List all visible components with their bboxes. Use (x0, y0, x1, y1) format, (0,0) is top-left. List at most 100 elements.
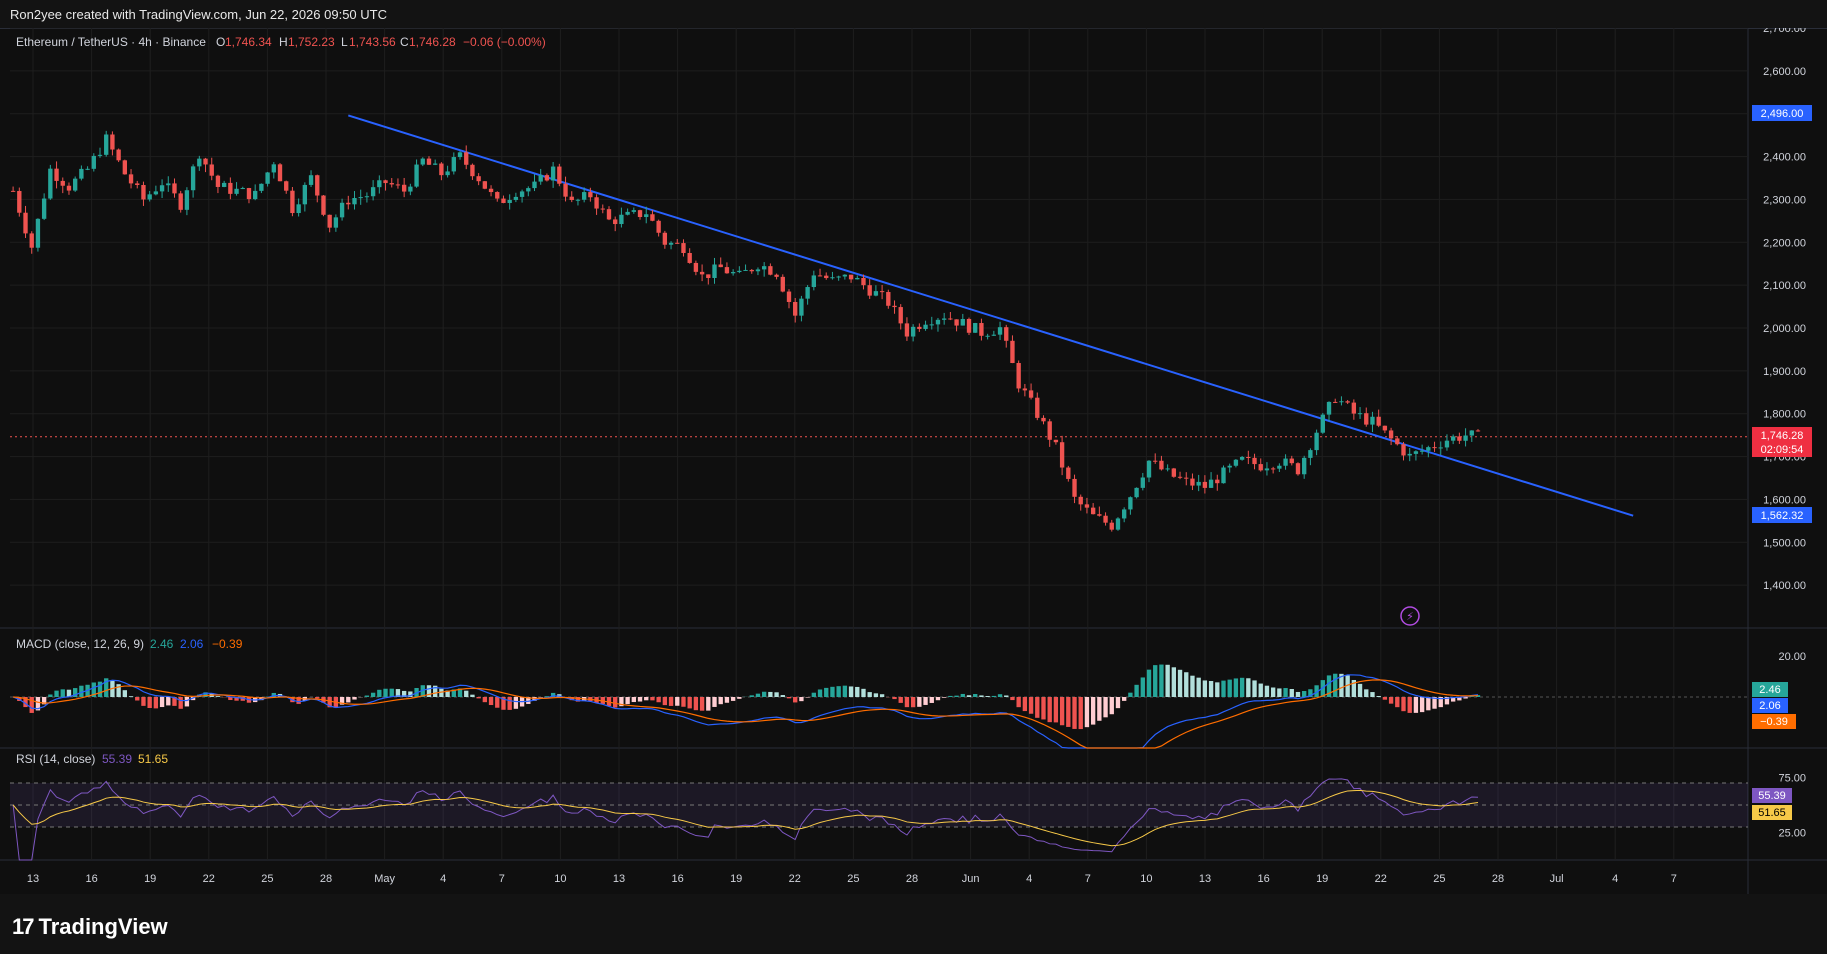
candle (321, 195, 326, 215)
macd-hist-bar (1221, 680, 1226, 697)
macd-hist-bar (327, 697, 332, 708)
candle (668, 242, 674, 245)
candles (10, 130, 1481, 532)
candle (830, 277, 835, 279)
candle (1128, 497, 1133, 510)
candle (1277, 465, 1282, 469)
macd-hist-bar (389, 688, 394, 697)
macd-hist-bar (153, 697, 159, 709)
macd-hist-bar (1078, 697, 1083, 730)
macd-hist-bar (526, 697, 531, 704)
candle (1326, 401, 1332, 415)
time-tick-label: 13 (613, 873, 625, 885)
candle (693, 262, 699, 272)
macd-hist-bar (296, 697, 301, 704)
candle (997, 327, 1003, 335)
badge-current-text: 1,746.28 (1761, 430, 1804, 442)
candle (631, 210, 636, 212)
macd-hist-bar (1122, 697, 1127, 701)
macd-hist-bar (817, 689, 823, 697)
macd-hist-bar (122, 690, 128, 697)
macd-hist-bar (1041, 697, 1046, 720)
macd-hist-bar (774, 692, 779, 697)
candle (848, 274, 854, 280)
tradingview-logo[interactable]: 17 TradingView (12, 914, 168, 940)
candle (513, 196, 519, 200)
candle (141, 185, 146, 200)
macd-hist-bar (513, 697, 519, 709)
macd-line (12, 674, 1479, 749)
candle (557, 166, 562, 184)
macd-hist-bar (1395, 697, 1400, 708)
macd-hist-bar (1109, 697, 1114, 715)
time-tick-label: Jul (1550, 873, 1564, 885)
candle (1122, 509, 1127, 519)
macd-hist-bar (761, 691, 767, 697)
lightning-icon[interactable]: ⚡ (1400, 606, 1420, 626)
rsi-tick-label: 25.00 (1778, 828, 1806, 840)
badge-upper: 2,496.00 (1752, 105, 1812, 121)
candle (66, 185, 72, 191)
macd-hist-bar (1208, 681, 1214, 697)
macd-hist-bar (1463, 697, 1468, 699)
time-tick-label: Jun (962, 873, 980, 885)
candle (240, 188, 245, 190)
candle (1376, 416, 1381, 426)
macd-hist-bar (476, 697, 481, 699)
macd-hist-bar (104, 678, 109, 697)
macd-hist-bar (1233, 678, 1239, 697)
time-tick-label: 19 (144, 873, 156, 885)
candle (948, 318, 953, 320)
macd-hist-bar (60, 689, 65, 697)
candle (973, 323, 978, 333)
macd-hist-bar (1270, 687, 1276, 697)
close-value: 1,746.28 (409, 35, 456, 49)
macd-hist-bar (948, 695, 953, 697)
macd-hist-bar (135, 697, 140, 701)
price-tick-label: 1,400.00 (1763, 580, 1806, 592)
candle (439, 163, 444, 176)
macd-hist-bar (190, 697, 196, 701)
candle (221, 182, 227, 187)
candle (1153, 460, 1158, 462)
time-tick-label: 10 (1140, 873, 1152, 885)
candle (85, 168, 90, 170)
candle (873, 291, 879, 296)
candle (253, 190, 258, 200)
candle (761, 266, 767, 270)
macd-hist-bar (755, 693, 761, 697)
candle (426, 158, 432, 165)
macd-hist-bar (457, 688, 463, 697)
candle (662, 232, 668, 245)
candle (209, 164, 214, 176)
macd-hist-bar (786, 697, 792, 699)
macd-signal-value: −0.39 (212, 637, 243, 651)
candle (228, 182, 233, 194)
candle (550, 166, 556, 181)
candle (1395, 438, 1400, 445)
chart-area[interactable]: 1,400.001,500.001,600.001,700.001,800.00… (0, 28, 1827, 894)
candle (501, 198, 506, 203)
macd-hist-bar (1258, 683, 1263, 697)
top-bar: Ron2yee created with TradingView.com, Ju… (0, 0, 1827, 29)
macd-hist-bar (178, 697, 183, 709)
candle (246, 188, 252, 200)
macd-hist-bar (116, 684, 121, 697)
candle (855, 277, 860, 280)
candle (960, 318, 965, 326)
macd-hist-bar (1295, 691, 1301, 697)
candle (706, 274, 711, 278)
candle (991, 334, 997, 336)
candle (352, 198, 357, 205)
candle (203, 158, 208, 165)
macd-hist-bar (1190, 675, 1195, 697)
candle (135, 183, 140, 186)
rsi-ma-value: 51.65 (138, 752, 168, 766)
candle (128, 174, 134, 184)
macd-hist-bar (1246, 678, 1251, 697)
macd-hist-bar (433, 685, 438, 697)
macd-hist-bar (879, 694, 885, 697)
time-tick-label: 22 (203, 873, 215, 885)
time-tick-label: 25 (1433, 873, 1445, 885)
candle (482, 181, 488, 189)
